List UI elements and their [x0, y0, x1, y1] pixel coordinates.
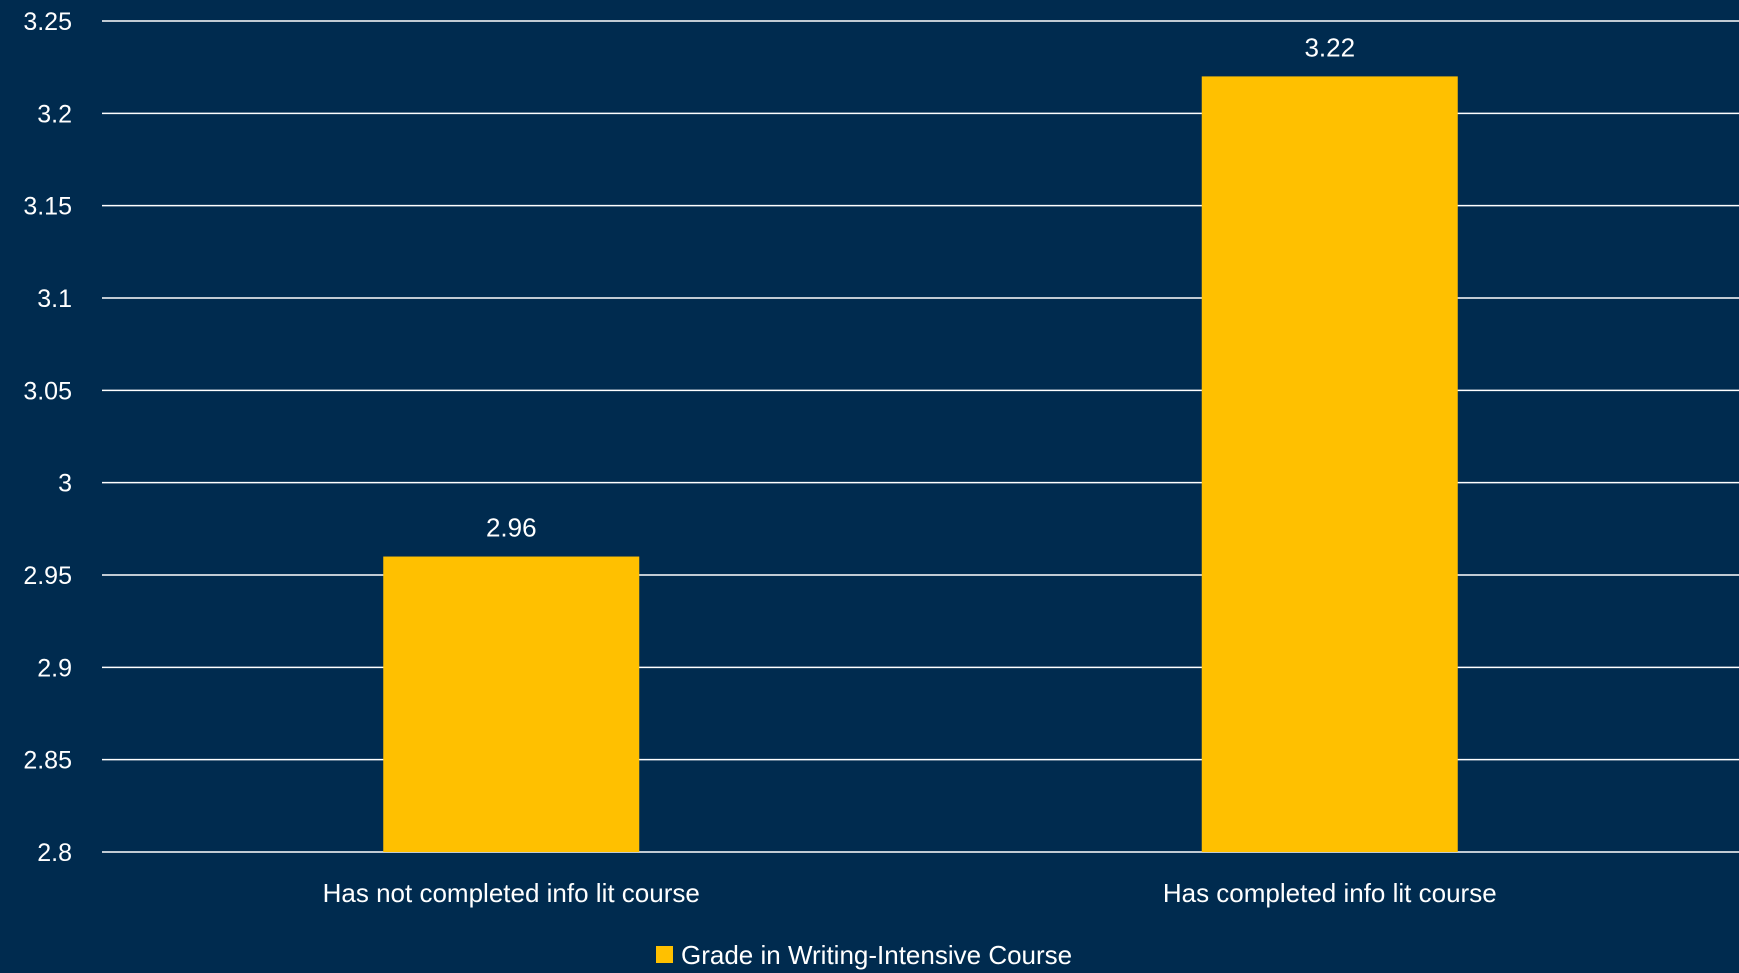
x-category-label: Has completed info lit course	[1163, 878, 1497, 908]
bars	[383, 76, 1458, 852]
legend-swatch	[656, 946, 673, 963]
gridlines	[102, 20, 1739, 853]
x-category-label: Has not completed info lit course	[323, 878, 700, 908]
y-tick-label: 3	[58, 470, 72, 498]
data-label: 2.96	[486, 513, 537, 543]
y-tick-label: 2.9	[37, 654, 72, 682]
data-labels: 2.96 3.22	[486, 32, 1355, 542]
y-tick-label: 2.95	[23, 562, 72, 590]
bar	[383, 556, 640, 852]
data-label: 3.22	[1304, 32, 1355, 62]
y-tick-label: 3.1	[37, 285, 72, 313]
y-tick-label: 2.8	[37, 839, 72, 867]
y-tick-label: 3.25	[23, 8, 72, 36]
legend-label: Grade in Writing-Intensive Course	[681, 940, 1072, 970]
y-tick-label: 3.05	[23, 377, 72, 405]
x-axis-categories: Has not completed info lit course Has com…	[323, 878, 1497, 908]
bar	[1201, 76, 1458, 852]
legend: Grade in Writing-Intensive Course	[656, 940, 1072, 970]
y-tick-label: 3.15	[23, 193, 72, 221]
y-axis-ticks: 2.8 2.85 2.9 2.95 3 3.05 3.1 3.15 3.2 3.25	[23, 8, 72, 867]
y-tick-label: 3.2	[37, 100, 72, 128]
y-tick-label: 2.85	[23, 747, 72, 775]
